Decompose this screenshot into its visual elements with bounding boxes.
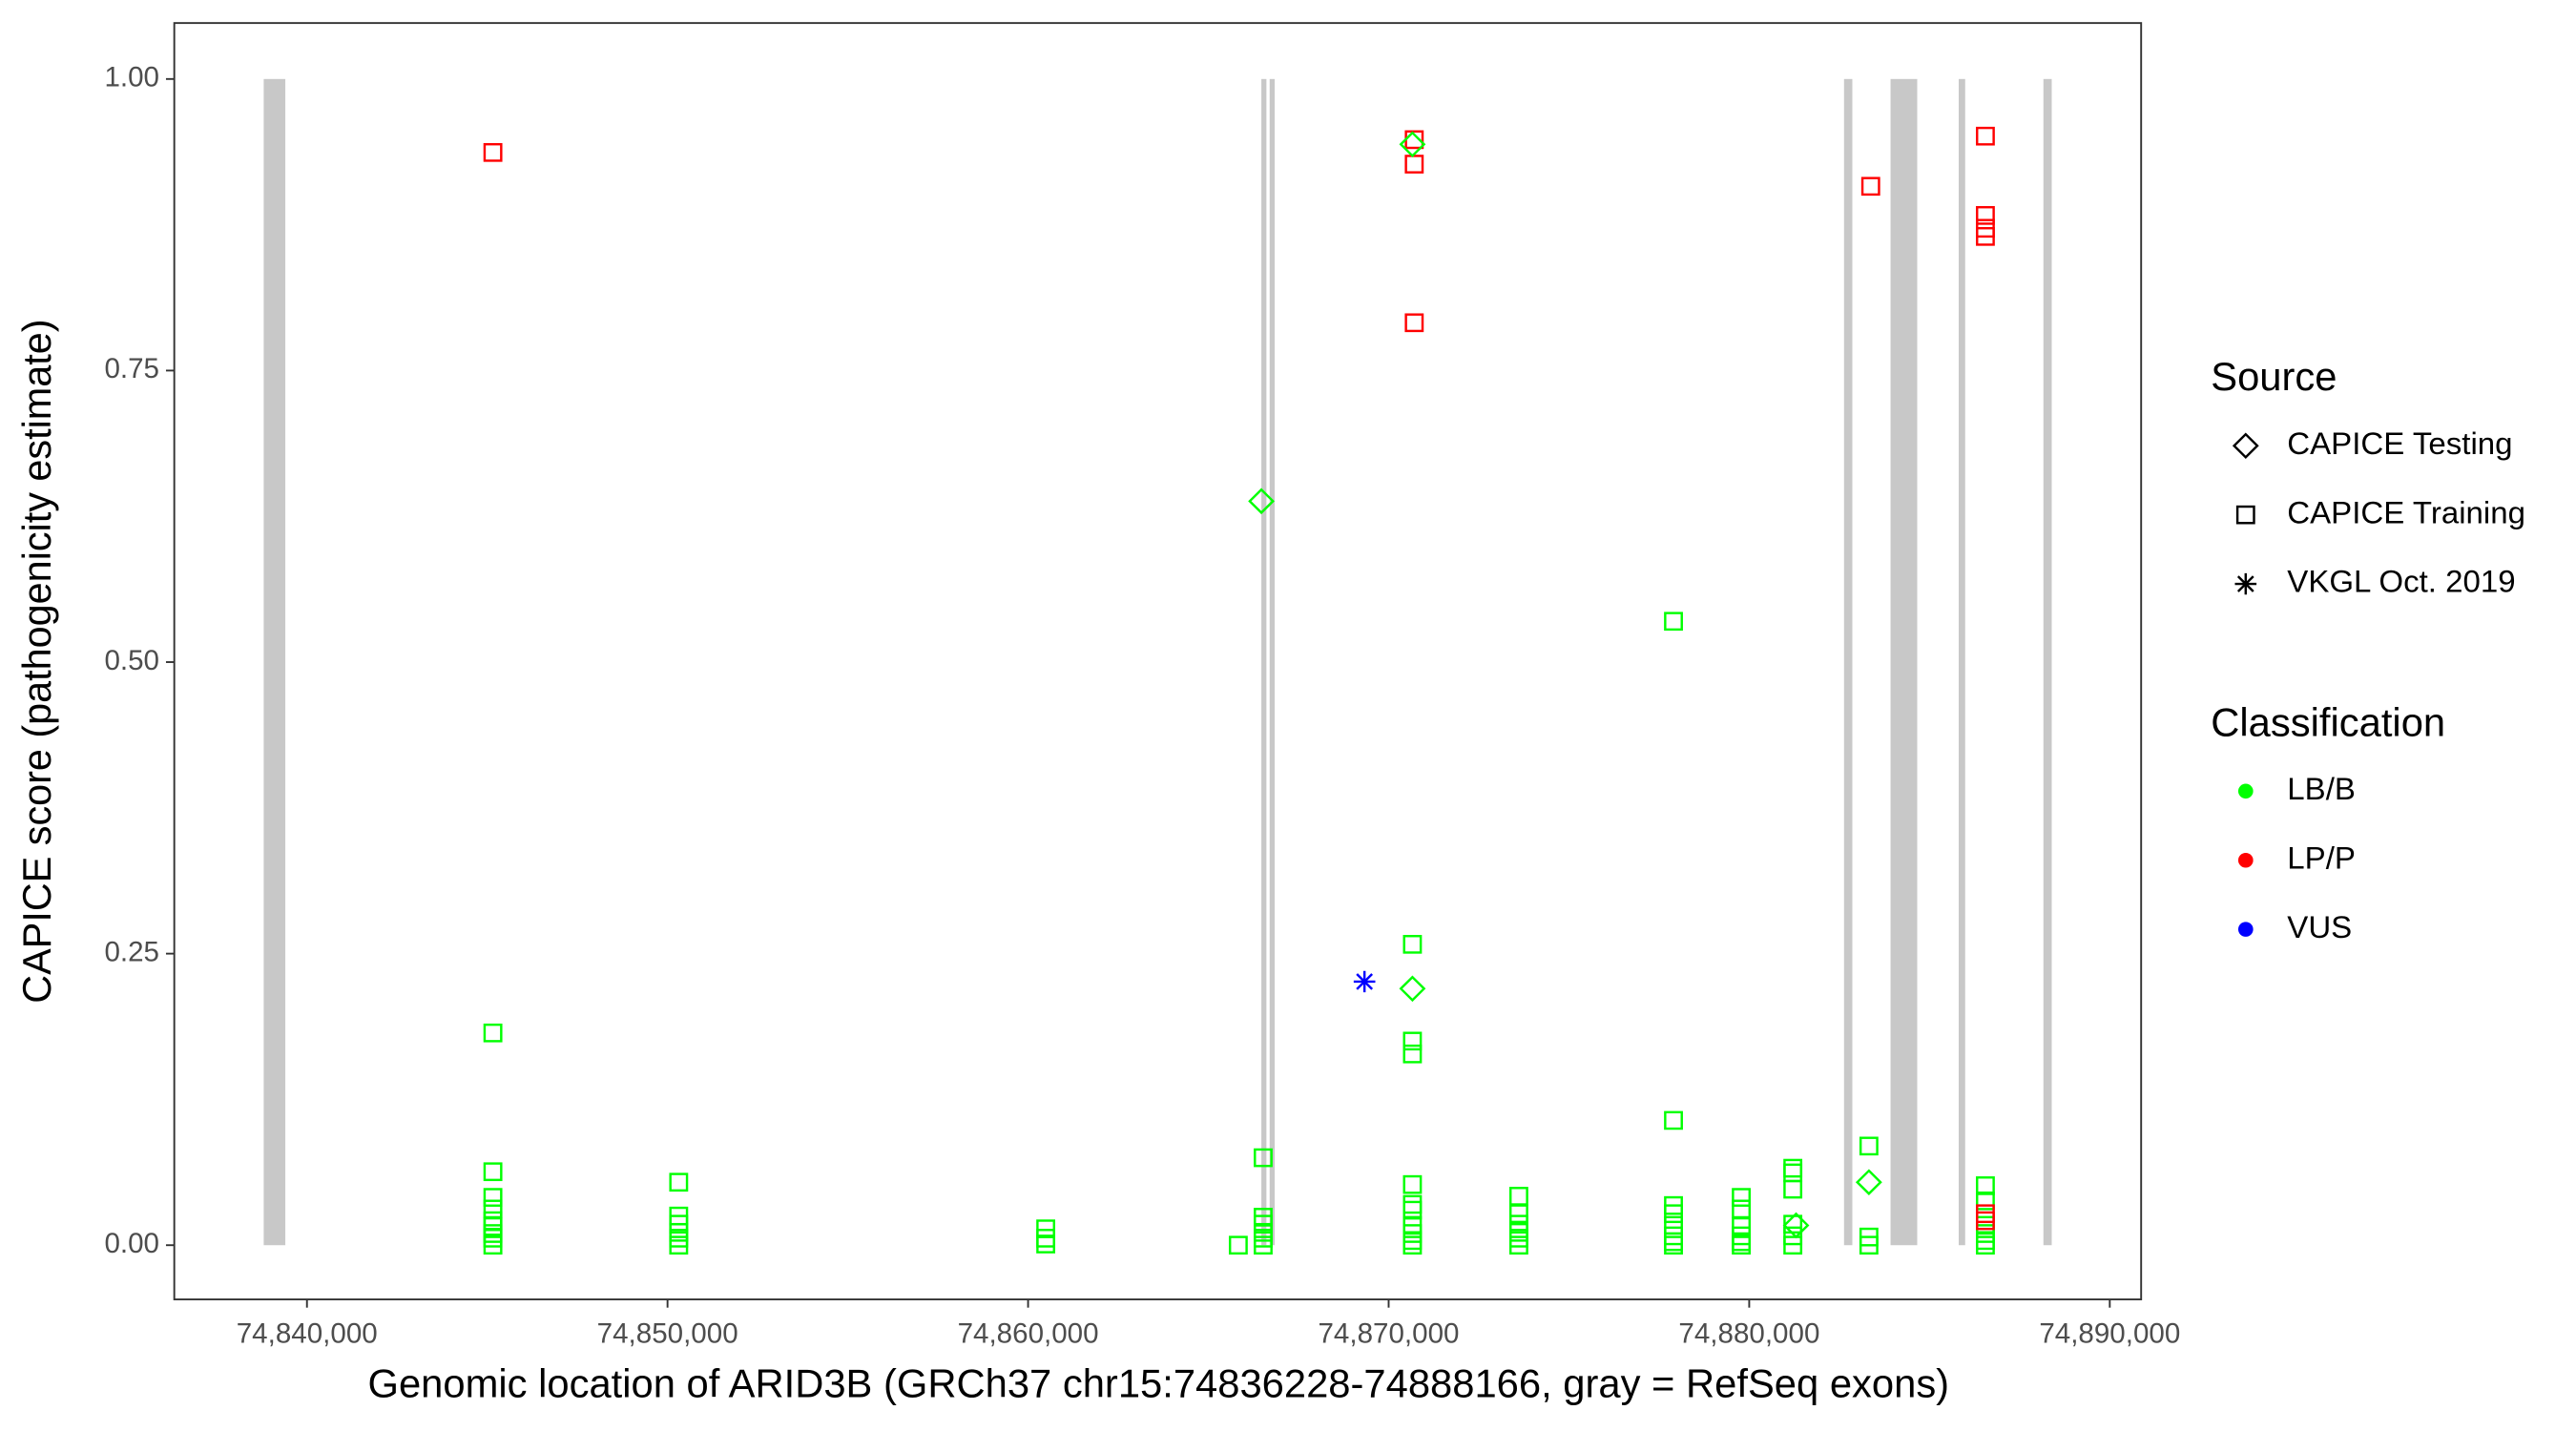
point — [1399, 975, 1426, 1003]
x-tick-label: 74,860,000 — [958, 1318, 1099, 1350]
point — [1248, 487, 1275, 515]
point — [1859, 1235, 1879, 1255]
point — [1254, 1235, 1273, 1255]
y-tick-label: 1.00 — [104, 62, 159, 93]
legend-label: CAPICE Testing — [2287, 425, 2512, 461]
point — [669, 1235, 689, 1255]
point — [1404, 155, 1424, 174]
legend-label: CAPICE Training — [2287, 494, 2525, 529]
plot-panel — [173, 22, 2143, 1301]
legend-symbol — [2235, 505, 2255, 525]
exon — [1890, 78, 1918, 1246]
legend-label: LB/B — [2287, 771, 2356, 806]
y-tick-label: 0.75 — [104, 353, 159, 384]
exon — [1269, 78, 1276, 1246]
legend-label: VKGL Oct. 2019 — [2287, 564, 2515, 599]
point — [1664, 1235, 1683, 1255]
legend-symbol — [2234, 572, 2257, 595]
exon — [1958, 78, 1965, 1246]
point — [483, 1235, 503, 1255]
point — [1404, 313, 1424, 333]
point — [483, 1023, 503, 1043]
point — [1855, 1169, 1882, 1195]
point — [1402, 1044, 1423, 1064]
point — [1402, 1031, 1423, 1051]
x-tick-label: 74,840,000 — [237, 1318, 378, 1350]
point — [1509, 1235, 1528, 1255]
point — [1976, 1235, 1995, 1255]
point — [1402, 1200, 1423, 1220]
point — [1399, 131, 1426, 158]
point — [1353, 970, 1376, 993]
exon — [1261, 78, 1267, 1246]
y-tick-label: 0.25 — [104, 936, 159, 967]
legend-label: VUS — [2287, 909, 2352, 944]
legend-label: LP/P — [2287, 840, 2356, 876]
point — [1664, 1204, 1683, 1224]
legend-title: Source — [2211, 354, 2337, 399]
point — [1976, 206, 1995, 225]
x-axis-title: Genomic location of ARID3B (GRCh37 chr15… — [368, 1361, 1950, 1406]
point — [1782, 1212, 1810, 1239]
point — [483, 1188, 503, 1207]
x-tick-label: 74,850,000 — [597, 1318, 738, 1350]
point — [1976, 227, 1995, 246]
point — [1402, 1235, 1423, 1255]
legend-symbol — [2237, 852, 2254, 868]
point — [1509, 1204, 1528, 1224]
legend-symbol — [2237, 783, 2254, 799]
exon — [2043, 78, 2052, 1246]
x-tick-label: 74,880,000 — [1678, 1318, 1819, 1350]
exon — [263, 78, 286, 1246]
point — [1664, 612, 1683, 632]
point — [1732, 1235, 1752, 1255]
x-tick-label: 74,870,000 — [1318, 1318, 1459, 1350]
point — [1859, 1136, 1879, 1156]
point — [1732, 1188, 1752, 1207]
y-tick-label: 0.50 — [104, 645, 159, 676]
point — [1783, 1179, 1803, 1199]
x-tick-label: 74,890,000 — [2039, 1318, 2180, 1350]
point — [1976, 126, 1995, 146]
point — [1976, 1191, 1995, 1211]
point — [669, 1172, 689, 1192]
point — [1402, 935, 1423, 954]
point — [1976, 1176, 1995, 1195]
legend-title: Classification — [2211, 699, 2445, 744]
point — [1976, 1211, 1995, 1231]
point — [1860, 176, 1880, 197]
y-tick-label: 0.00 — [104, 1228, 159, 1259]
legend-symbol — [2232, 432, 2259, 460]
point — [1664, 1110, 1683, 1130]
point — [1254, 1148, 1273, 1168]
point — [1036, 1234, 1056, 1254]
y-axis-title: CAPICE score (pathogenicity estimate) — [14, 320, 59, 1004]
legend-symbol — [2237, 922, 2254, 937]
point — [1228, 1235, 1248, 1255]
point — [1783, 1235, 1803, 1255]
exon — [1843, 78, 1853, 1246]
point — [483, 1162, 503, 1182]
point — [1402, 1174, 1423, 1194]
point — [483, 142, 503, 162]
